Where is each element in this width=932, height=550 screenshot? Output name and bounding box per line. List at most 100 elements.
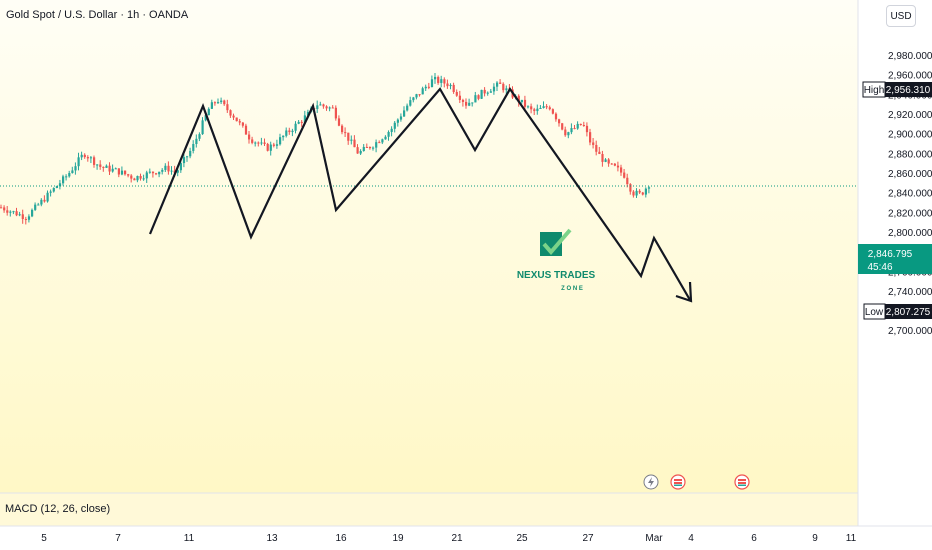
candle — [536, 104, 539, 115]
candle — [288, 127, 291, 135]
candle — [55, 185, 58, 189]
plot-background — [0, 0, 858, 493]
candle — [71, 166, 74, 174]
candle — [548, 105, 551, 111]
candle — [446, 79, 449, 89]
x-tick-label: 11 — [184, 533, 195, 544]
candle — [186, 155, 189, 162]
candle — [387, 130, 390, 141]
candle — [573, 124, 576, 130]
event-markers[interactable] — [643, 474, 750, 490]
high-tag-value-box — [885, 82, 932, 97]
flag-event-icon[interactable] — [670, 474, 686, 490]
candle — [282, 135, 285, 141]
candle — [220, 97, 223, 105]
candle — [452, 82, 455, 94]
macd-pane — [0, 493, 858, 526]
candle — [582, 121, 585, 127]
candle — [362, 144, 365, 152]
candle — [607, 158, 610, 167]
candle — [601, 150, 604, 167]
candle — [461, 98, 465, 107]
candle — [111, 164, 114, 173]
candle — [471, 102, 474, 107]
candle — [136, 175, 139, 183]
candle — [644, 187, 647, 198]
candle — [449, 83, 452, 90]
candle — [344, 127, 347, 138]
candle — [120, 166, 124, 176]
y-tick-label: 2,880.000 — [888, 149, 932, 160]
candle — [158, 171, 161, 178]
candle — [148, 168, 151, 174]
candle — [139, 173, 142, 181]
candle — [474, 91, 477, 103]
candle — [151, 171, 155, 178]
candle — [217, 98, 220, 104]
low-tag-value-box — [885, 304, 932, 319]
candle — [527, 105, 530, 109]
candle — [334, 105, 337, 121]
candle — [251, 136, 254, 145]
candle — [46, 190, 49, 203]
candle — [623, 168, 626, 179]
high-tag: High 2,956.310 — [862, 81, 932, 98]
candle — [372, 146, 375, 151]
candle — [564, 126, 567, 137]
candle — [455, 89, 458, 97]
candle — [579, 123, 582, 126]
y-tick-label: 2,700.000 — [888, 326, 932, 337]
candle — [626, 173, 629, 188]
x-tick-label: 16 — [335, 533, 347, 544]
candle — [210, 99, 213, 110]
logo-mark — [540, 232, 562, 256]
y-tick-label: 2,740.000 — [888, 287, 932, 298]
candle — [40, 198, 43, 207]
candle — [458, 90, 461, 104]
pattern-trendline[interactable] — [148, 86, 691, 301]
candle — [192, 140, 195, 154]
candle — [592, 138, 595, 149]
candle — [434, 73, 437, 84]
candle — [198, 132, 201, 142]
candle — [297, 120, 300, 125]
x-tick-label: 13 — [266, 533, 278, 544]
candle — [195, 134, 198, 148]
candle — [80, 151, 83, 161]
candle — [83, 153, 86, 159]
candle — [291, 128, 294, 137]
current-price-value: 2,846.795 — [868, 249, 913, 260]
candle — [260, 137, 263, 146]
y-tick-label: 2,820.000 — [888, 208, 932, 219]
x-tick-label: 11 — [846, 533, 857, 544]
flag-event-icon[interactable] — [734, 474, 750, 490]
candle — [114, 167, 117, 170]
candle — [189, 147, 192, 159]
candle — [496, 81, 499, 92]
currency-button[interactable]: USD — [886, 5, 916, 27]
candle — [124, 170, 127, 176]
candle — [226, 99, 229, 113]
candle — [409, 96, 412, 107]
candle — [589, 128, 592, 146]
candle — [49, 189, 52, 197]
candle — [418, 94, 421, 97]
candle — [353, 135, 356, 148]
candle — [561, 122, 564, 131]
candle — [86, 155, 89, 162]
macd-indicator-label[interactable]: MACD (12, 26, close) — [5, 503, 111, 515]
candle — [558, 118, 561, 127]
candle — [539, 105, 542, 109]
x-tick-label: 25 — [516, 533, 528, 544]
lightning-event-icon[interactable] — [643, 474, 659, 490]
candle — [266, 142, 269, 152]
candle — [3, 205, 6, 213]
candle — [347, 132, 350, 145]
candle — [300, 120, 303, 127]
candle — [68, 170, 71, 178]
candle — [440, 75, 443, 88]
candle — [328, 106, 331, 112]
candle — [430, 75, 434, 88]
candle — [0, 204, 3, 209]
